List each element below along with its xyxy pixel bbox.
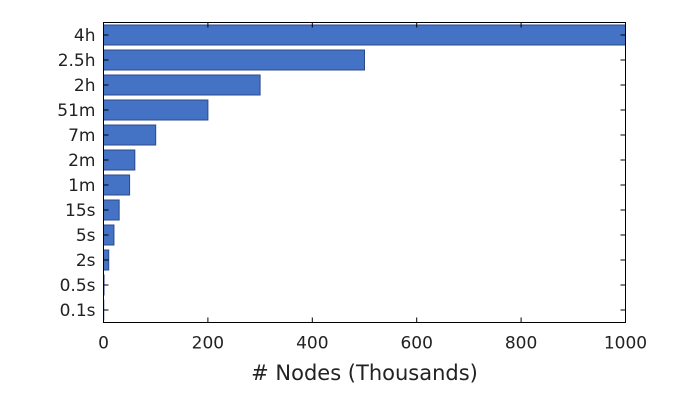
y-tick-label-0.1s: 0.1s bbox=[60, 301, 96, 321]
y-tick-label-2m: 2m bbox=[68, 151, 95, 171]
bar-7m bbox=[103, 124, 157, 146]
y-tick-label-1m: 1m bbox=[68, 176, 95, 196]
y-tick-label-2s: 2s bbox=[76, 251, 96, 271]
bar-51m bbox=[103, 99, 209, 121]
x-tick-label-0: 0 bbox=[98, 334, 109, 354]
bar-2h bbox=[103, 74, 261, 96]
y-tick-label-15s: 15s bbox=[65, 201, 96, 221]
x-tick-label-600: 600 bbox=[400, 334, 432, 354]
y-tick-label-2h: 2h bbox=[74, 76, 96, 96]
y-tick-label-51m: 51m bbox=[57, 101, 95, 121]
y-tick-label-4h: 4h bbox=[74, 26, 96, 46]
bar-2.5h bbox=[103, 49, 365, 71]
x-axis-title: # Nodes (Thousands) bbox=[251, 361, 478, 385]
y-tick-label-0.5s: 0.5s bbox=[60, 276, 96, 296]
x-tick-label-800: 800 bbox=[505, 334, 537, 354]
y-tick-label-2.5h: 2.5h bbox=[58, 51, 96, 71]
bar-4h bbox=[103, 24, 626, 46]
y-tick-label-5s: 5s bbox=[76, 226, 96, 246]
y-axis-ticks: 4h 2.5h 2h 51m 7m 2m 1m 15s 5s 2s 0.5s 0.1s bbox=[57, 26, 626, 321]
plot-frame bbox=[103, 22, 626, 323]
x-tick-label-1000: 1000 bbox=[604, 334, 647, 354]
x-tick-label-200: 200 bbox=[192, 334, 224, 354]
bars-group bbox=[103, 24, 626, 321]
x-axis-ticks: 0 200 400 600 800 1000 bbox=[98, 22, 647, 354]
y-tick-label-7m: 7m bbox=[68, 126, 95, 146]
x-tick-label-400: 400 bbox=[296, 334, 328, 354]
